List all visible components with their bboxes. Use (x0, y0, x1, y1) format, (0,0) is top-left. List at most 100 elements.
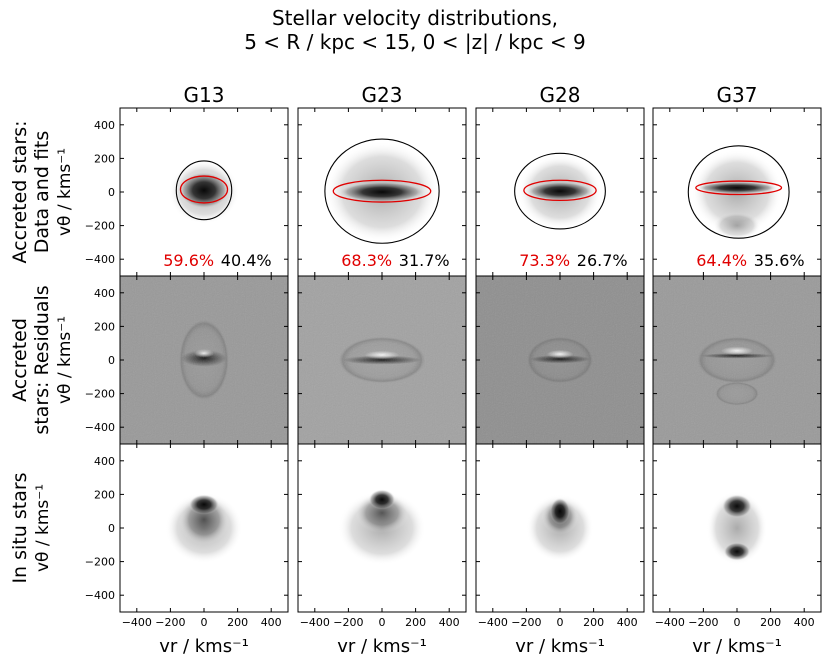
x-tick-label: 400 (261, 616, 282, 629)
row-label-insitu: In situ stars vθ / kms⁻¹ (9, 472, 53, 583)
row-label-data: Accreted stars: Data and fits vθ / kms⁻¹ (9, 121, 75, 264)
density-blob (549, 497, 571, 525)
density-blob (706, 491, 768, 565)
column-title-g23: G23 (362, 83, 403, 107)
black-component-fraction: 40.4% (221, 251, 272, 270)
y-axis-label: vθ / kms⁻¹ (55, 148, 75, 236)
x-tick-label: 0 (557, 616, 564, 629)
x-tick-label: 0 (201, 616, 208, 629)
x-tick-label: −400 (122, 616, 152, 629)
x-tick-label: −400 (478, 616, 508, 629)
black-component-fraction: 35.6% (754, 251, 805, 270)
panel-insitu-g13 (120, 444, 288, 612)
x-tick-label: −400 (655, 616, 685, 629)
density-blob (338, 181, 426, 203)
y-tick-label: 0 (108, 186, 115, 199)
ticks-group (653, 108, 821, 276)
column-title-g13: G13 (184, 83, 225, 107)
panel-insitu-g28 (476, 444, 644, 612)
x-tick-label: −200 (511, 616, 541, 629)
ticks-group (476, 108, 644, 276)
residual-noise (120, 276, 288, 444)
x-axis-label: vr / kms⁻¹ (337, 636, 427, 657)
x-tick-label: 400 (617, 616, 638, 629)
density-blob (723, 542, 751, 561)
panel-residuals-g23 (298, 276, 466, 444)
y-tick-label: 200 (94, 320, 115, 333)
red-fit-ellipse (332, 179, 432, 203)
column-title-g28: G28 (540, 83, 581, 107)
black-component-fraction: 26.7% (577, 251, 628, 270)
y-axis-label: vθ / kms⁻¹ (33, 484, 53, 572)
panel-residuals-g37 (653, 276, 821, 444)
y-tick-label: −400 (85, 589, 115, 602)
x-tick-label: 200 (583, 616, 604, 629)
x-tick-label: 200 (760, 616, 781, 629)
y-tick-label: −400 (85, 253, 115, 266)
panel-insitu-g37 (653, 444, 821, 612)
panel-residuals-g28 (476, 276, 644, 444)
x-tick-label: 200 (227, 616, 248, 629)
y-tick-label: 200 (94, 152, 115, 165)
x-tick-label: 200 (405, 616, 426, 629)
y-tick-label: −200 (85, 556, 115, 569)
row-label-line-2: Data and fits (31, 131, 53, 254)
residual-noise (653, 276, 821, 444)
red-component-fraction: 64.4% (696, 251, 747, 270)
y-tick-label: 0 (108, 354, 115, 367)
panel-data-g13 (120, 108, 288, 276)
x-tick-label: 400 (439, 616, 460, 629)
ticks-group (476, 276, 644, 444)
figure-title-line-2: 5 < R / kpc < 15, 0 < |z| / kpc < 9 (244, 30, 586, 54)
ticks-group: −400−200 0 200 400 (298, 444, 466, 629)
red-fit-ellipse (523, 179, 597, 202)
ticks-group (298, 276, 466, 444)
black-fit-ellipse (687, 145, 790, 239)
ticks-group (653, 276, 821, 444)
x-tick-label: 0 (379, 616, 386, 629)
figure-title-line-1: Stellar velocity distributions, (271, 6, 559, 30)
x-axis-label: vr / kms⁻¹ (159, 636, 249, 657)
red-fit-ellipse (695, 180, 783, 196)
panel-data-g23 (298, 108, 466, 276)
x-axis-label: vr / kms⁻¹ (692, 636, 782, 657)
density-blob (713, 212, 761, 240)
y-tick-label: 0 (108, 522, 115, 535)
x-tick-label: 0 (734, 616, 741, 629)
y-tick-label: −400 (85, 421, 115, 434)
red-fit-ellipse (179, 175, 229, 204)
black-fit-ellipse (324, 138, 440, 244)
x-tick-label: −200 (688, 616, 718, 629)
x-tick-label: −200 (155, 616, 185, 629)
y-tick-label: 400 (94, 287, 115, 300)
density-blob (188, 494, 220, 515)
density-blob (526, 181, 594, 201)
y-axis-label: vθ / kms⁻¹ (55, 316, 75, 404)
x-tick-label: −400 (300, 616, 330, 629)
density-blob (178, 171, 230, 209)
x-axis-label: vr / kms⁻¹ (515, 636, 605, 657)
black-fit-ellipse (514, 152, 606, 230)
x-tick-label: 400 (794, 616, 815, 629)
panel-data-g37 (653, 108, 821, 276)
density-blob (368, 489, 396, 510)
column-title-g37: G37 (717, 83, 758, 107)
row-label-line-1: In situ stars (9, 472, 31, 583)
row-label-residuals: Accreted stars: Residuals vθ / kms⁻¹ (9, 285, 75, 434)
panel-insitu-g23 (298, 444, 466, 612)
red-component-fraction: 68.3% (341, 251, 392, 270)
ticks-group: −400 −200 0 200 400 (85, 108, 288, 276)
panel-residuals-g13 (120, 276, 288, 444)
x-tick-label: −200 (333, 616, 363, 629)
ticks-group: −400−200 0 200 400 (653, 444, 821, 629)
y-tick-label: 400 (94, 119, 115, 132)
residual-noise (476, 276, 644, 444)
y-tick-label: −200 (85, 220, 115, 233)
red-component-fraction: 59.6% (163, 251, 214, 270)
density-blob (721, 494, 753, 518)
ticks-group (298, 108, 466, 276)
row-label-line-2: stars: Residuals (31, 285, 53, 434)
density-blob (696, 181, 778, 194)
